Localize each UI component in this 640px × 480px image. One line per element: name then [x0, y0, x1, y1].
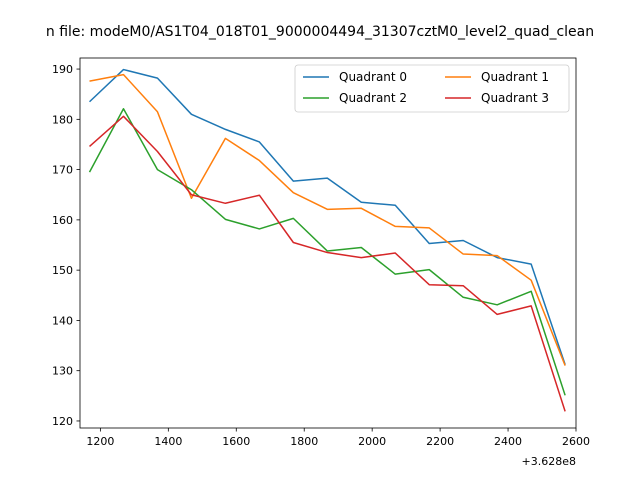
legend: Quadrant 0 Quadrant 1 Quadrant 2 Quadrant 3 — [294, 64, 570, 113]
y-axis: 120 130 140 150 160 170 180 190 — [52, 63, 80, 428]
legend-label: Quadrant 0 — [339, 70, 407, 84]
x-tick-label: 2600 — [562, 435, 590, 448]
legend-label: Quadrant 2 — [339, 91, 407, 105]
x-tick-label: 1600 — [222, 435, 250, 448]
x-tick-label: 2400 — [494, 435, 522, 448]
x-offset-label: +3.628e8 — [522, 455, 576, 468]
y-tick-label: 120 — [52, 415, 73, 428]
y-tick-label: 170 — [52, 164, 73, 177]
series-line-quadrant-2 — [88, 108, 566, 396]
x-tick-label: 1800 — [290, 435, 318, 448]
series-lines — [88, 68, 566, 412]
chart-title: n file: modeM0/AS1T04_018T01_9000004494_… — [46, 24, 594, 40]
y-tick-label: 140 — [52, 314, 73, 327]
y-tick-label: 190 — [52, 63, 73, 76]
series-line-quadrant-0 — [88, 68, 566, 365]
series-line-quadrant-1 — [89, 73, 566, 366]
y-tick-label: 150 — [52, 264, 73, 277]
legend-box — [294, 64, 570, 113]
legend-label: Quadrant 3 — [481, 91, 549, 105]
legend-label: Quadrant 1 — [481, 70, 549, 84]
series-line-quadrant-3 — [89, 115, 566, 412]
x-tick-label: 2200 — [426, 435, 454, 448]
y-tick-label: 180 — [52, 113, 73, 126]
x-axis: 1200 1400 1600 1800 2000 2200 2400 2600 — [86, 428, 590, 448]
x-tick-label: 2000 — [358, 435, 386, 448]
axes-frame — [79, 57, 577, 429]
x-tick-label: 1400 — [154, 435, 182, 448]
y-tick-label: 160 — [52, 214, 73, 227]
x-tick-label: 1200 — [86, 435, 114, 448]
y-tick-label: 130 — [52, 365, 73, 378]
